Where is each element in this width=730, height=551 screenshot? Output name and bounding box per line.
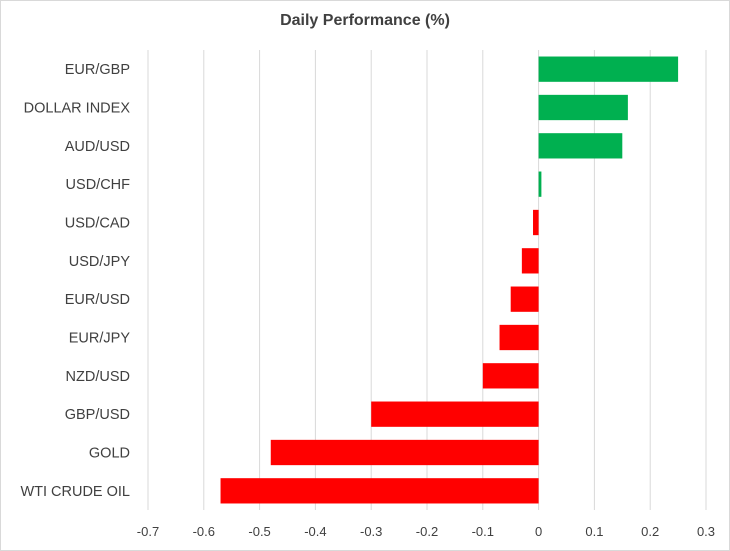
x-tick-label: -0.4 (304, 524, 326, 539)
x-tick-label: 0.2 (641, 524, 659, 539)
bars (220, 56, 679, 504)
bar (270, 439, 539, 466)
category-label: NZD/USD (66, 369, 130, 385)
bar (538, 56, 679, 82)
x-axis-tick-labels: -0.7 -0.6 -0.5 -0.4 -0.3 -0.2 -0.1 0 0.1 0.2 0.3 (137, 524, 715, 539)
bar (482, 363, 539, 389)
bar (538, 94, 628, 121)
category-label: WTI CRUDE OIL (20, 484, 130, 500)
x-tick-label: -0.5 (248, 524, 270, 539)
x-tick-label: -0.7 (137, 524, 159, 539)
bar (538, 133, 623, 159)
category-label: EUR/GBP (65, 62, 130, 78)
x-tick-label: -0.6 (193, 524, 215, 539)
category-label: USD/CAD (65, 216, 130, 232)
gridlines (147, 50, 707, 510)
bar (521, 248, 539, 274)
category-label: AUD/USD (65, 139, 130, 155)
x-tick-label: 0 (535, 524, 542, 539)
bar (371, 401, 539, 427)
category-label: DOLLAR INDEX (24, 101, 131, 117)
x-tick-label: 0.1 (585, 524, 603, 539)
bar (220, 478, 539, 504)
category-label: GBP/USD (65, 407, 130, 423)
bar (538, 171, 542, 197)
category-label: EUR/JPY (69, 331, 131, 347)
bar (510, 286, 539, 312)
bar (499, 324, 539, 351)
x-tick-label: -0.2 (416, 524, 438, 539)
category-label: GOLD (89, 446, 130, 462)
bar (533, 209, 539, 236)
category-label: USD/CHF (66, 177, 131, 193)
x-tick-label: -0.1 (472, 524, 494, 539)
category-labels: EUR/GBP DOLLAR INDEX AUD/USD USD/CHF USD/CAD… (20, 62, 130, 500)
x-tick-label: -0.3 (360, 524, 382, 539)
category-label: USD/JPY (69, 254, 131, 270)
category-label: EUR/USD (65, 292, 130, 308)
x-tick-label: 0.3 (697, 524, 715, 539)
chart-title: Daily Performance (%) (280, 12, 450, 29)
